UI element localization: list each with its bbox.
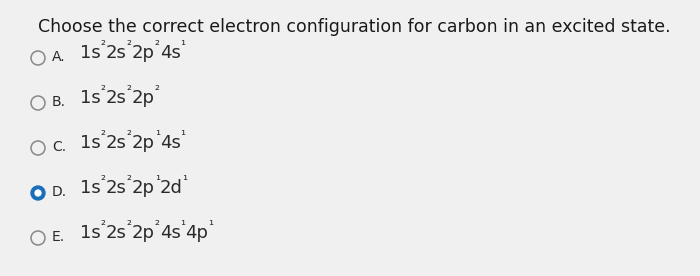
Text: 4s: 4s: [160, 44, 181, 62]
Text: ¹: ¹: [155, 174, 160, 187]
Text: A.: A.: [52, 50, 66, 64]
Text: ¹: ¹: [183, 174, 188, 187]
Text: 1s: 1s: [80, 224, 101, 242]
Text: ²: ²: [155, 39, 160, 52]
Text: E.: E.: [52, 230, 65, 244]
Text: ²: ²: [101, 84, 106, 97]
Text: 2p: 2p: [132, 44, 155, 62]
Text: 2s: 2s: [106, 44, 127, 62]
Text: Choose the correct electron configuration for carbon in an excited state.: Choose the correct electron configuratio…: [38, 18, 671, 36]
Text: 2s: 2s: [106, 89, 127, 107]
Text: 2d: 2d: [160, 179, 183, 197]
Text: 4s: 4s: [160, 224, 181, 242]
Text: 4s: 4s: [160, 134, 181, 152]
Text: 2s: 2s: [106, 179, 127, 197]
Text: ²: ²: [127, 84, 132, 97]
Text: 2s: 2s: [106, 224, 127, 242]
Text: 2p: 2p: [132, 134, 155, 152]
Text: ²: ²: [127, 219, 132, 232]
Text: 1s: 1s: [80, 89, 101, 107]
Text: C.: C.: [52, 140, 66, 154]
Text: ²: ²: [127, 174, 132, 187]
Ellipse shape: [35, 190, 41, 196]
Text: 1s: 1s: [80, 179, 101, 197]
Text: 1s: 1s: [80, 44, 101, 62]
Text: 2s: 2s: [106, 134, 127, 152]
Text: ²: ²: [155, 219, 160, 232]
Text: ¹: ¹: [181, 129, 186, 142]
Text: ²: ²: [101, 174, 106, 187]
Text: ¹: ¹: [155, 129, 160, 142]
Text: 4p: 4p: [186, 224, 209, 242]
Text: ¹: ¹: [181, 219, 186, 232]
Text: ²: ²: [155, 84, 160, 97]
Text: ²: ²: [127, 39, 132, 52]
Text: 2p: 2p: [132, 179, 155, 197]
Text: 1s: 1s: [80, 134, 101, 152]
Text: ¹: ¹: [181, 39, 186, 52]
Text: ²: ²: [101, 219, 106, 232]
Text: D.: D.: [52, 185, 67, 199]
Text: 2p: 2p: [132, 89, 155, 107]
Text: 2p: 2p: [132, 224, 155, 242]
Text: ¹: ¹: [209, 219, 214, 232]
Text: B.: B.: [52, 95, 66, 109]
Text: ²: ²: [101, 129, 106, 142]
Text: ²: ²: [127, 129, 132, 142]
Text: ²: ²: [101, 39, 106, 52]
Ellipse shape: [31, 186, 45, 200]
